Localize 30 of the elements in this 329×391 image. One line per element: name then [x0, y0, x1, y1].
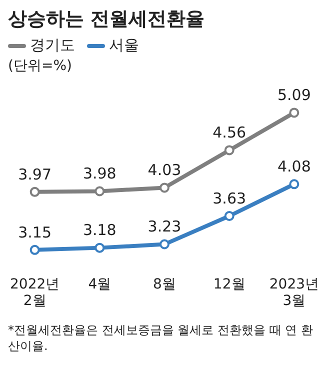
point — [224, 145, 234, 156]
point — [160, 182, 170, 193]
point — [30, 244, 40, 255]
x-tick-label: 12월 — [213, 276, 246, 292]
chart-title: 상승하는 전월세전환율 — [8, 7, 206, 32]
text: *전월세전환율은 전세보증금을 월세로 전환했을 때 연 환산이율. — [8, 322, 314, 354]
data-label: 3.97 — [18, 165, 52, 184]
data-label: 3.15 — [18, 223, 52, 242]
legend-label: 서울 — [108, 36, 139, 55]
point — [94, 242, 105, 253]
data-label: 4.03 — [148, 161, 182, 180]
legend-label: 경기도 — [29, 36, 75, 55]
data-label: 5.09 — [277, 86, 311, 104]
data-label: 4.56 — [212, 124, 246, 142]
data-label: 3.18 — [82, 221, 116, 240]
y-axis-title: (단위=%) — [8, 57, 73, 75]
data-label: 3.63 — [212, 189, 246, 208]
data-label: 3.23 — [148, 218, 182, 236]
point — [30, 186, 40, 197]
data-label: 3.98 — [82, 164, 116, 183]
data-label: 4.08 — [277, 158, 311, 176]
x-tick-label: 2023년 3월 — [269, 276, 320, 310]
point — [289, 108, 300, 118]
x-tick-label: 4월 — [88, 276, 112, 292]
x-tick-label: 2022년 2월 — [10, 276, 60, 310]
point — [94, 186, 105, 196]
point — [224, 210, 234, 221]
x-tick-label: 8월 — [153, 276, 176, 292]
point — [289, 179, 300, 190]
point — [160, 239, 170, 250]
